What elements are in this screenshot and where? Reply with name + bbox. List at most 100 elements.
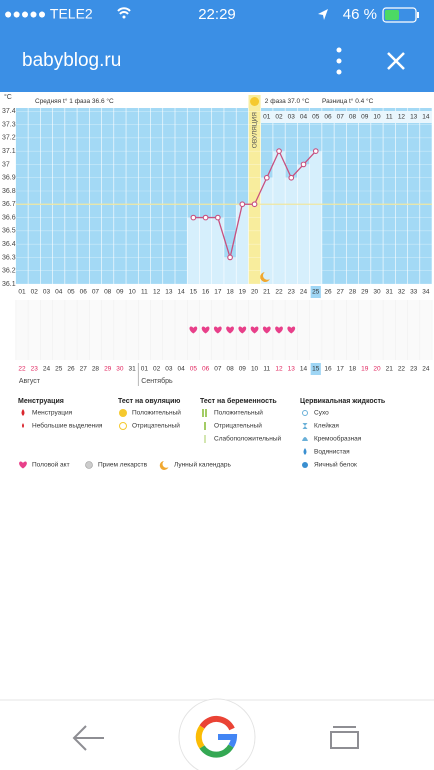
menu-button[interactable] (336, 47, 342, 75)
phase2-average: 2 фаза 37.0 °C (265, 97, 310, 105)
date-label: 18 (349, 366, 357, 373)
day-label: 19 (239, 289, 247, 296)
legend-item: Положительный (132, 409, 181, 417)
day-label: 15 (190, 289, 198, 296)
battery-text: 46 % (343, 6, 377, 23)
wifi-dot (122, 15, 126, 19)
temperature-point (276, 148, 282, 154)
temperature-point (251, 201, 258, 208)
y-tick-label: 36.3 (2, 254, 16, 261)
day-label: 02 (31, 289, 39, 296)
date-label: 21 (386, 366, 394, 373)
legend-title: Тест на беременность (200, 397, 277, 405)
location-icon (318, 9, 328, 20)
date-label: 13 (288, 366, 296, 373)
day-label: 10 (129, 289, 137, 296)
legend-item: Слабоположительный (214, 435, 282, 443)
y-tick-label: 37.4 (2, 108, 16, 115)
intercourse-heart (189, 326, 198, 334)
bar (236, 204, 249, 284)
month-label: Сентябрь (141, 377, 173, 385)
temperature-point (300, 161, 307, 168)
y-tick-label: 36.6 (2, 214, 16, 221)
date-label: 27 (80, 366, 88, 373)
legend-item: Водянистая (314, 449, 350, 456)
url[interactable]: babyblog.ru (22, 50, 121, 71)
google-button[interactable] (178, 698, 256, 770)
y-tick-label: 37 (2, 161, 10, 168)
day-label: 30 (373, 289, 381, 296)
battery-tip (417, 12, 419, 18)
y-tick-label: 37.3 (2, 121, 16, 128)
y-tick-label: 37.1 (2, 148, 16, 155)
header-row (15, 95, 249, 108)
header-row (260, 95, 432, 108)
bar (260, 177, 273, 284)
day-label: 04 (55, 289, 63, 296)
bar (211, 217, 224, 284)
temperature-point (263, 174, 270, 181)
date-label: 10 (251, 366, 259, 373)
day-label: 08 (104, 289, 112, 296)
day-label: 18 (226, 289, 234, 296)
date-label: 08 (226, 366, 234, 373)
day-label: 27 (337, 289, 345, 296)
temperature-point (312, 148, 319, 154)
temperature-point (214, 214, 221, 221)
legend-item: Отрицательный (214, 422, 262, 430)
battery-level (385, 10, 399, 20)
temperature-point (190, 214, 197, 221)
day-label: 01 (18, 289, 26, 296)
ovulation-label: ОВУЛЯЦИЯ (251, 112, 258, 149)
intercourse-heart (262, 326, 271, 334)
day-label: 05 (67, 289, 75, 296)
phase1-average: Средняя t° 1 фаза 36.6 °C (35, 97, 114, 105)
date-label: 22 (398, 366, 406, 373)
y-tick-label: 36.9 (2, 175, 16, 182)
phase2-day: 05 (312, 114, 320, 121)
phase2-day: 14 (422, 114, 430, 121)
intercourse-heart (238, 326, 247, 334)
y-tick-label: 36.8 (2, 188, 16, 195)
tabs-button[interactable] (330, 726, 359, 749)
day-label: 34 (422, 289, 430, 296)
icon (302, 410, 308, 416)
y-tick-label: 37.2 (2, 135, 16, 142)
date-label: 22 (18, 366, 26, 373)
intercourse-heart (213, 326, 222, 334)
date-label: 07 (214, 366, 222, 373)
legend-item: Прием лекарств (98, 462, 148, 469)
intercourse-heart (287, 326, 296, 334)
date-label: 11 (263, 366, 270, 373)
date-label: 04 (178, 366, 186, 373)
date-label: 09 (239, 366, 247, 373)
y-tick-label: 36.7 (2, 201, 16, 208)
y-tick-label: 36.1 (2, 281, 16, 288)
legend-item: Яичный белок (314, 461, 357, 469)
day-label: 28 (349, 289, 357, 296)
bar (272, 151, 286, 284)
day-label: 31 (386, 289, 394, 296)
day-label: 14 (178, 289, 186, 296)
day-label: 24 (300, 289, 308, 296)
today-highlight (310, 286, 321, 298)
day-label: 12 (153, 289, 161, 296)
back-button[interactable] (72, 725, 104, 751)
icon (202, 409, 207, 417)
date-label: 19 (361, 366, 369, 373)
day-label: 16 (202, 289, 210, 296)
date-label: 12 (275, 366, 283, 373)
date-label: 05 (190, 366, 198, 373)
day-label: 32 (398, 289, 406, 296)
day-label: 26 (324, 289, 332, 296)
bar (199, 217, 212, 284)
date-label: 30 (116, 366, 124, 373)
icon (302, 437, 308, 441)
icon (119, 409, 127, 417)
close-button[interactable] (387, 52, 405, 70)
legend-item: Клейкая (314, 422, 339, 430)
date-label: 24 (422, 366, 430, 373)
phase2-day: 02 (275, 114, 283, 121)
top-bar (0, 0, 434, 92)
